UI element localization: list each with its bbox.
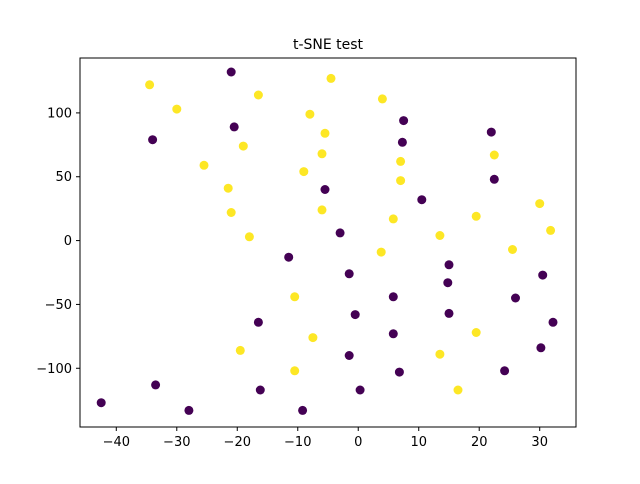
scatter-point-class-1 [305,109,315,119]
scatter-point-class-1 [489,150,499,160]
scatter-point-class-1 [317,205,327,215]
scatter-point-class-0 [355,385,365,395]
x-tick-label: −20 [224,435,251,450]
scatter-point-class-1 [535,199,545,209]
scatter-point-class-1 [471,211,481,221]
scatter-point-class-0 [96,398,106,408]
scatter-point-class-1 [546,225,556,235]
y-tick-label: −100 [36,362,72,377]
scatter-point-class-1 [377,94,387,104]
scatter-point-class-0 [538,270,548,280]
scatter-point-class-1 [435,231,445,240]
scatter-point-class-0 [444,260,454,270]
scatter-point-class-1 [299,167,309,177]
scatter-point-class-1 [508,245,517,254]
x-tick-label: 30 [531,435,548,450]
scatter-point-class-1 [244,232,254,242]
scatter-point-class-0 [253,317,263,327]
scatter-point-class-1 [317,149,327,159]
scatter-point-class-1 [453,385,463,395]
scatter-point-class-1 [172,104,182,114]
scatter-point-class-0 [536,343,546,353]
x-tick-label: 0 [354,435,362,450]
scatter-point-class-0 [350,310,360,320]
scatter-point-class-1 [290,292,300,302]
scatter-point-class-0 [388,292,398,302]
x-tick-label: 20 [471,435,488,450]
scatter-point-class-0 [388,329,398,339]
scatter-point-class-0 [151,380,161,390]
scatter-point-class-1 [253,90,263,100]
scatter-point-class-1 [435,349,445,359]
scatter-point-class-0 [444,308,454,318]
scatter-point-class-0 [344,351,354,360]
scatter-point-class-0 [394,367,404,377]
scatter-point-class-0 [255,385,265,395]
points-layer [96,67,558,415]
scatter-point-class-0 [548,317,558,327]
scatter-point-class-0 [226,67,236,77]
scatter-point-class-0 [284,252,294,262]
scatter-point-class-0 [489,174,499,184]
scatter-point-class-1 [199,160,209,170]
y-tick-label: 100 [47,106,72,121]
scatter-point-class-1 [238,141,248,151]
scatter-point-class-0 [148,135,158,145]
scatter-point-class-1 [396,176,406,186]
scatter-point-class-0 [399,116,409,126]
x-tick-label: −10 [284,435,311,450]
chart-title: t-SNE test [293,37,364,53]
scatter-point-class-1 [376,247,386,257]
scatter-point-class-0 [417,195,427,205]
scatter-point-class-0 [443,278,453,288]
scatter-point-class-0 [335,228,345,238]
scatter-point-class-0 [397,137,407,147]
x-tick-label: 10 [410,435,427,450]
plot-frame [79,57,577,428]
scatter-point-class-1 [290,366,300,376]
y-tick-label: 50 [55,170,72,185]
scatter-point-class-1 [235,345,245,355]
scatter-point-class-1 [388,214,398,224]
scatter-point-class-1 [145,80,155,90]
y-tick-label: 0 [64,234,72,249]
scatter-point-class-1 [471,328,481,337]
scatter-point-class-0 [344,269,354,279]
scatter-point-class-0 [320,185,330,194]
scatter-point-class-1 [226,208,236,217]
scatter-point-class-0 [298,405,308,415]
scatter-point-class-0 [229,122,239,132]
scatter-point-class-1 [396,156,406,166]
x-tick-label: −30 [163,435,190,450]
scatter-point-class-0 [184,405,194,415]
scatter-point-class-0 [486,127,496,137]
scatter-point-class-1 [223,183,233,193]
y-tick-label: −50 [45,298,72,313]
scatter-point-class-0 [500,366,510,376]
x-tick-label: −40 [103,435,130,450]
scatter-point-class-0 [511,293,520,303]
scatter-point-class-1 [308,333,318,343]
scatter-point-class-1 [320,128,330,138]
scatter-point-class-1 [326,73,336,83]
